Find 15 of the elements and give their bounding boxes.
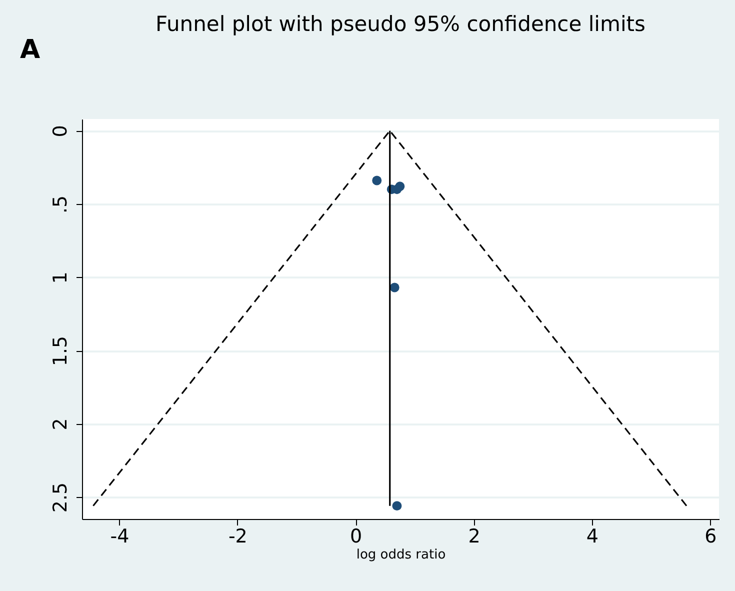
y-tick-label: 1.5 xyxy=(50,336,72,366)
x-tick-label: -4 xyxy=(110,526,130,548)
y-tick-label: 0 xyxy=(50,125,72,138)
x-tick-label: 2 xyxy=(468,526,480,548)
chart-title: Funnel plot with pseudo 95% confidence limits xyxy=(156,12,646,36)
y-tick-label: 1 xyxy=(50,272,72,284)
x-tick-label: 6 xyxy=(704,526,717,548)
text: A xyxy=(20,35,40,65)
x-tick-label: 0 xyxy=(350,526,362,548)
y-tick-label: 2.5 xyxy=(50,482,72,513)
x-tick-label: 4 xyxy=(586,526,598,548)
y-tick-label: .5 xyxy=(50,195,72,214)
y-tick-label: 2 xyxy=(50,418,72,430)
x-axis-title: log odds ratio xyxy=(356,548,446,562)
x-tick-label: -2 xyxy=(228,526,248,548)
